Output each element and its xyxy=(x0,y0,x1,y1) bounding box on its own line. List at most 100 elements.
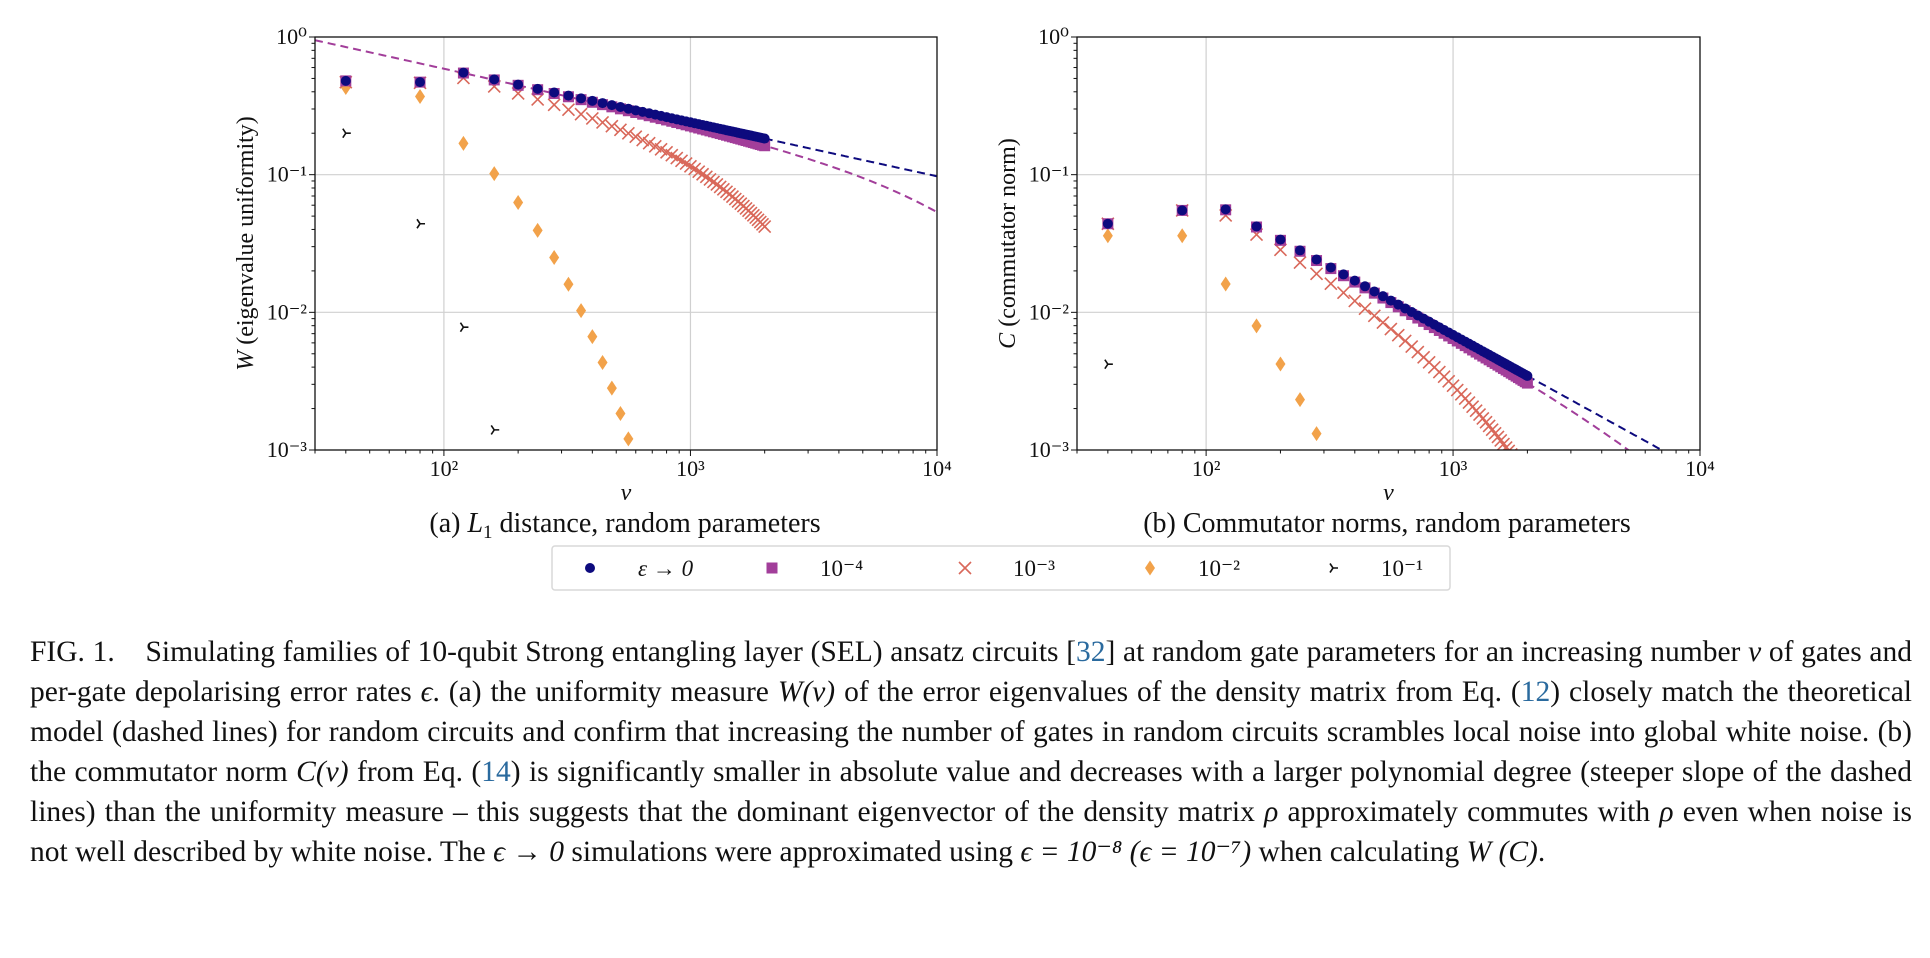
ref-eq-12-link[interactable]: 12 xyxy=(1520,676,1551,708)
plot-area xyxy=(315,39,937,447)
x-tick-label: 10³ xyxy=(676,456,705,481)
data-point xyxy=(531,92,545,106)
data-point xyxy=(532,222,543,238)
theory-dashed-line xyxy=(1526,375,1664,450)
data-point xyxy=(1325,262,1336,273)
series-square xyxy=(340,67,771,152)
ref-eq-14-link[interactable]: 14 xyxy=(481,756,511,788)
caption-label: FIG. 1. xyxy=(30,636,115,668)
data-point xyxy=(587,95,598,106)
data-point xyxy=(1102,218,1113,229)
data-point xyxy=(458,135,469,151)
data-point xyxy=(613,123,628,137)
y-tick-label: 10⁰ xyxy=(1038,24,1069,49)
legend-marker xyxy=(958,561,972,575)
data-point xyxy=(1324,277,1338,291)
data-point xyxy=(1102,228,1113,244)
legend-marker xyxy=(766,562,778,574)
legend-entry: 10⁻³ xyxy=(958,556,1055,581)
ref-32-link[interactable]: 32 xyxy=(1076,636,1106,668)
series-square xyxy=(1102,204,1533,389)
axis-ticks: 10² 10³ 10⁴ 10⁰ 10⁻¹ 10⁻² 10⁻³ xyxy=(267,24,952,481)
data-point xyxy=(459,322,469,333)
data-point xyxy=(576,303,587,319)
data-point xyxy=(574,107,588,121)
data-point xyxy=(1521,377,1533,389)
series-diamond xyxy=(1102,228,1322,442)
y-axis-label-var: W xyxy=(233,349,259,371)
data-point xyxy=(1358,302,1372,316)
data-point xyxy=(1384,322,1398,336)
x-tick-label: 10⁴ xyxy=(922,456,952,481)
data-point xyxy=(758,219,772,234)
series-circle xyxy=(1102,204,1533,381)
data-point xyxy=(1367,309,1381,323)
y-tick-label: 10⁻² xyxy=(267,299,308,324)
data-point xyxy=(513,194,524,210)
data-point xyxy=(1311,254,1322,265)
data-point xyxy=(1251,221,1262,232)
data-point xyxy=(1311,426,1322,442)
legend-label: ε → 0 xyxy=(638,556,694,581)
data-point xyxy=(605,119,619,133)
legend-label: 10⁻³ xyxy=(1013,556,1055,581)
data-point xyxy=(489,74,500,85)
series-x xyxy=(1101,203,1518,450)
legend-frame xyxy=(551,545,1451,591)
data-point xyxy=(1177,228,1188,244)
data-point xyxy=(597,354,608,370)
data-point xyxy=(416,218,426,229)
data-point xyxy=(1104,359,1113,370)
data-point xyxy=(1376,316,1390,330)
data-point xyxy=(1338,269,1349,280)
data-point xyxy=(1295,245,1306,256)
data-point xyxy=(532,83,543,94)
data-point xyxy=(629,130,643,144)
series-diamond xyxy=(340,79,634,447)
series-tri xyxy=(342,128,500,435)
legend-marker xyxy=(585,563,595,573)
data-point xyxy=(1348,294,1362,308)
legend-entry: 10⁻¹ xyxy=(1329,556,1423,581)
legend-marker xyxy=(1329,563,1338,573)
data-point xyxy=(585,111,599,126)
x-tick-label: 10³ xyxy=(1439,456,1468,481)
legend-entry: 10⁻² xyxy=(1145,556,1240,581)
data-point xyxy=(615,101,626,112)
data-point xyxy=(1309,267,1324,281)
data-point xyxy=(759,140,771,152)
data-point xyxy=(340,75,351,86)
y-axis-label-var: C xyxy=(995,332,1021,349)
data-point xyxy=(688,162,702,176)
data-point xyxy=(576,93,587,104)
data-point xyxy=(513,79,524,90)
data-point xyxy=(1177,205,1188,216)
axis-ticks: 10² 10³ 10⁴ 10⁰ 10⁻¹ 10⁻² 10⁻³ xyxy=(1029,24,1715,481)
y-axis-label-desc: (eigenvalue uniformity) xyxy=(233,116,259,351)
data-point xyxy=(549,250,560,266)
data-point xyxy=(1360,281,1371,292)
grid-lines xyxy=(315,37,937,450)
data-point xyxy=(561,103,576,117)
theory-dashed-line xyxy=(315,39,937,213)
data-point xyxy=(490,424,500,435)
figure-1: 10² 10³ 10⁴ 10⁰ 10⁻¹ 10⁻² 10⁻³ ν W (eigenvalue u… xyxy=(233,24,1715,591)
y-tick-label: 10⁰ xyxy=(276,24,307,49)
subcaption-b: (b) Commutator norms, random parameters xyxy=(1143,508,1631,539)
data-point xyxy=(636,133,650,147)
legend-marker xyxy=(1145,560,1155,576)
legend-entry: ε → 0 xyxy=(585,556,694,581)
x-tick-label: 10² xyxy=(1192,456,1221,481)
data-point xyxy=(1295,392,1306,408)
grid-lines xyxy=(1077,37,1700,450)
data-point xyxy=(1275,234,1286,245)
data-point xyxy=(642,136,656,150)
y-tick-label: 10⁻² xyxy=(1029,299,1070,324)
plot-frame xyxy=(314,36,938,451)
data-point xyxy=(563,276,574,292)
figure-caption: FIG. 1. Simulating families of 10-qubit … xyxy=(30,636,1913,868)
data-point xyxy=(415,77,426,88)
data-point xyxy=(1349,275,1360,286)
data-point xyxy=(759,133,770,144)
data-point xyxy=(597,98,608,109)
